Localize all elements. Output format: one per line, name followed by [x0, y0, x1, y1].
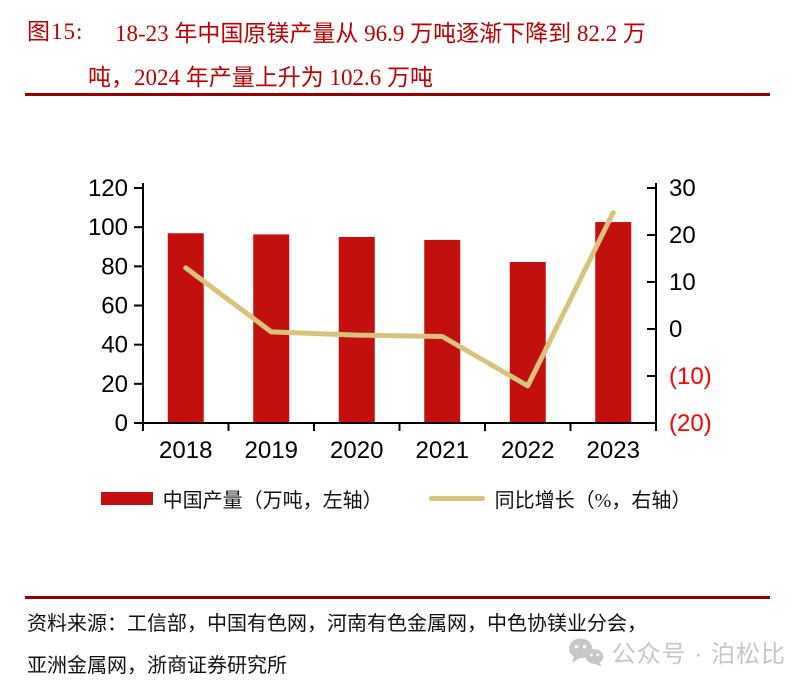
right-tick-label: 30 — [669, 175, 696, 202]
left-tick-label: 100 — [88, 214, 128, 241]
right-tick-label: 20 — [669, 222, 696, 249]
bar-series-swatch — [100, 492, 153, 505]
figure-title: 18-23 年中国原镁产量从 96.9 万吨逐渐下降到 82.2 万 吨，202… — [88, 12, 778, 100]
chart-legend: 中国产量（万吨，左轴） 同比增长（%，右轴） — [0, 484, 792, 513]
x-tick-label: 2020 — [330, 437, 383, 464]
left-tick-label: 80 — [101, 253, 128, 280]
x-tick-label: 2021 — [416, 437, 469, 464]
growth-line — [183, 209, 616, 389]
right-tick-label: 0 — [669, 316, 682, 343]
bar-2020 — [338, 236, 375, 423]
bar-2018 — [167, 233, 204, 423]
data-source-note: 资料来源：工信部，中国有色网，河南有色金属网，中色协镁业分会， 亚洲金属网，浙商… — [27, 603, 747, 687]
chart-svg: 0 20 40 60 80 100 120 (20) (10) 0 10 20 30 2018 2019 20… — [88, 175, 712, 464]
data-source-line1: 资料来源：工信部，中国有色网，河南有色金属网，中色协镁业分会， — [27, 613, 647, 635]
figure-title-line2: 吨，2024 年产量上升为 102.6 万吨 — [88, 65, 433, 90]
bar-2022 — [509, 262, 546, 423]
x-tick-label: 2022 — [501, 437, 554, 464]
right-tick-label: (10) — [669, 363, 712, 390]
line-series-swatch — [428, 496, 485, 501]
figure-title-line1: 18-23 年中国原镁产量从 96.9 万吨逐渐下降到 82.2 万 — [115, 21, 646, 46]
left-tick-label: 0 — [115, 410, 128, 437]
x-tick-label: 2019 — [245, 437, 298, 464]
figure-number-label: 图15: — [27, 19, 84, 44]
legend-item-growth: 同比增长（%，右轴） — [428, 484, 692, 513]
bar-2021 — [424, 239, 461, 423]
left-tick-label: 40 — [101, 332, 128, 359]
x-tick-label: 2018 — [159, 437, 212, 464]
right-tick-label: (20) — [669, 410, 712, 437]
x-tick-label: 2023 — [587, 437, 640, 464]
production-growth-chart: 0 20 40 60 80 100 120 (20) (10) 0 10 20 30 2018 2019 20… — [85, 148, 785, 483]
legend-item-production: 中国产量（万吨，左轴） — [100, 484, 383, 513]
watermark: 公众号 · 泊松比 — [568, 634, 786, 669]
wechat-icon — [568, 638, 604, 667]
left-tick-label: 120 — [88, 175, 128, 202]
left-tick-label: 20 — [101, 371, 128, 398]
watermark-text: 公众号 · 泊松比 — [611, 641, 786, 668]
legend-label-growth: 同比增长（%，右轴） — [494, 490, 692, 512]
header-divider-rule — [25, 93, 770, 96]
data-source-line2: 亚洲金属网，浙商证券研究所 — [27, 655, 287, 677]
bar-2023 — [595, 222, 632, 423]
left-tick-label: 60 — [101, 293, 128, 320]
legend-label-production: 中国产量（万吨，左轴） — [162, 490, 383, 512]
footer-divider-rule — [25, 596, 770, 599]
right-tick-label: 10 — [669, 269, 696, 296]
